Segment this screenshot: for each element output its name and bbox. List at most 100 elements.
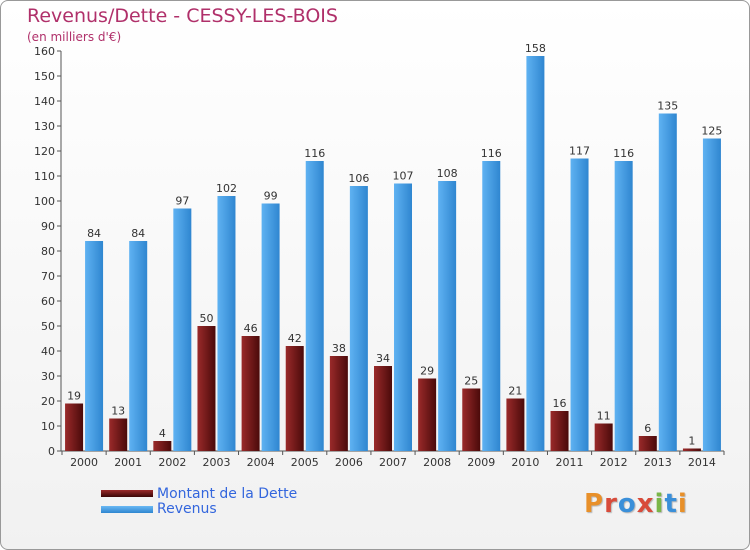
bar-revenue-2014 xyxy=(702,138,721,451)
bar-debt-2006 xyxy=(329,356,348,451)
data-label-debt-2000: 19 xyxy=(67,390,81,403)
chart-title: Revenus/Dette - CESSY-LES-BOIS xyxy=(27,5,338,27)
data-label-revenue-2006: 106 xyxy=(348,172,369,185)
bar-revenue-2000 xyxy=(85,241,104,451)
y-tick-label: 40 xyxy=(41,345,55,358)
x-tick-label: 2006 xyxy=(335,456,363,469)
legend-swatch-debt xyxy=(101,490,153,497)
bar-revenue-2007 xyxy=(394,183,412,451)
y-tick-label: 0 xyxy=(48,445,55,458)
data-label-revenue-2010: 158 xyxy=(525,42,546,55)
data-label-debt-2005: 42 xyxy=(288,332,302,345)
bar-debt-2011 xyxy=(550,411,569,451)
x-tick-label: 2000 xyxy=(70,456,98,469)
bar-revenue-2004 xyxy=(261,203,280,451)
bar-revenue-2003 xyxy=(217,196,236,451)
y-tick-label: 50 xyxy=(41,320,55,333)
x-tick-label: 2005 xyxy=(291,456,319,469)
x-tick-label: 2001 xyxy=(114,456,142,469)
data-label-revenue-2011: 117 xyxy=(569,145,590,158)
x-tick-label: 2004 xyxy=(247,456,275,469)
bar-debt-2014 xyxy=(682,448,701,451)
bar-debt-2004 xyxy=(241,336,260,451)
bar-revenue-2002 xyxy=(173,208,192,451)
logo-letter: r xyxy=(604,489,618,519)
data-label-debt-2013: 6 xyxy=(644,422,651,435)
bar-revenue-2001 xyxy=(129,241,148,451)
y-tick-label: 150 xyxy=(34,70,55,83)
y-tick-label: 90 xyxy=(41,220,55,233)
data-label-revenue-2012: 116 xyxy=(613,147,634,160)
x-tick-label: 2013 xyxy=(644,456,672,469)
data-label-debt-2001: 13 xyxy=(111,405,125,418)
logo-letter: x xyxy=(636,489,655,519)
bar-revenue-2008 xyxy=(438,181,457,451)
y-tick-label: 160 xyxy=(34,45,55,58)
proxiti-logo: Proxiti xyxy=(584,489,688,519)
data-label-revenue-2008: 108 xyxy=(437,167,458,180)
y-tick-label: 60 xyxy=(41,295,55,308)
y-tick-label: 120 xyxy=(34,145,55,158)
y-tick-label: 10 xyxy=(41,420,55,433)
x-tick-label: 2014 xyxy=(688,456,716,469)
data-label-revenue-2003: 102 xyxy=(216,182,237,195)
bar-debt-2007 xyxy=(374,366,392,451)
legend-label-revenue: Revenus xyxy=(157,501,217,517)
legend-swatch-revenue xyxy=(101,506,153,513)
bar-debt-2008 xyxy=(418,378,437,451)
x-tick-label: 2003 xyxy=(202,456,230,469)
y-tick-label: 80 xyxy=(41,245,55,258)
data-label-revenue-2002: 97 xyxy=(175,195,189,208)
chart-bars xyxy=(65,56,721,451)
y-tick-label: 70 xyxy=(41,270,55,283)
chart-subtitle: (en milliers d'€) xyxy=(27,30,122,44)
x-tick-label: 2008 xyxy=(423,456,451,469)
bar-debt-2003 xyxy=(197,326,216,451)
data-label-debt-2012: 11 xyxy=(597,410,611,423)
x-tick-label: 2002 xyxy=(158,456,186,469)
chart-axes: 0102030405060708090100110120130140150160… xyxy=(34,45,725,469)
data-label-debt-2004: 46 xyxy=(244,322,258,335)
chart-labels: 1984138449750102469942116381063410729108… xyxy=(67,42,722,448)
y-tick-label: 30 xyxy=(41,370,55,383)
bar-revenue-2009 xyxy=(482,161,501,451)
data-label-debt-2002: 4 xyxy=(159,427,166,440)
bar-revenue-2011 xyxy=(570,158,589,451)
data-label-revenue-2007: 107 xyxy=(393,170,414,183)
y-tick-label: 130 xyxy=(34,120,55,133)
logo-letter: t xyxy=(664,489,678,519)
bar-debt-2000 xyxy=(65,403,84,451)
logo-letter: i xyxy=(654,489,665,519)
y-tick-label: 100 xyxy=(34,195,55,208)
x-tick-label: 2011 xyxy=(556,456,584,469)
bar-debt-2010 xyxy=(506,398,525,451)
logo-letter: i xyxy=(677,489,688,519)
data-label-debt-2007: 34 xyxy=(376,352,390,365)
data-label-debt-2010: 21 xyxy=(508,385,522,398)
data-label-debt-2006: 38 xyxy=(332,342,346,355)
data-label-debt-2014: 1 xyxy=(688,435,695,448)
x-tick-label: 2012 xyxy=(600,456,628,469)
logo-letter: P xyxy=(584,489,605,519)
data-label-revenue-2014: 125 xyxy=(701,125,722,138)
legend-label-debt: Montant de la Dette xyxy=(157,486,298,502)
bar-revenue-2012 xyxy=(614,161,633,451)
logo-letter: o xyxy=(617,489,637,519)
y-tick-label: 110 xyxy=(34,170,55,183)
bar-revenue-2010 xyxy=(526,56,545,451)
bar-revenue-2005 xyxy=(305,161,324,451)
data-label-revenue-2000: 84 xyxy=(87,227,101,240)
bar-revenue-2013 xyxy=(658,113,677,451)
y-tick-label: 20 xyxy=(41,395,55,408)
y-tick-label: 140 xyxy=(34,95,55,108)
x-tick-label: 2007 xyxy=(379,456,407,469)
data-label-debt-2003: 50 xyxy=(199,312,213,325)
data-label-revenue-2004: 99 xyxy=(264,190,278,203)
bar-debt-2005 xyxy=(285,346,304,451)
bar-debt-2012 xyxy=(594,423,613,451)
bar-debt-2013 xyxy=(638,436,657,451)
data-label-revenue-2001: 84 xyxy=(131,227,145,240)
data-label-revenue-2013: 135 xyxy=(657,100,678,113)
